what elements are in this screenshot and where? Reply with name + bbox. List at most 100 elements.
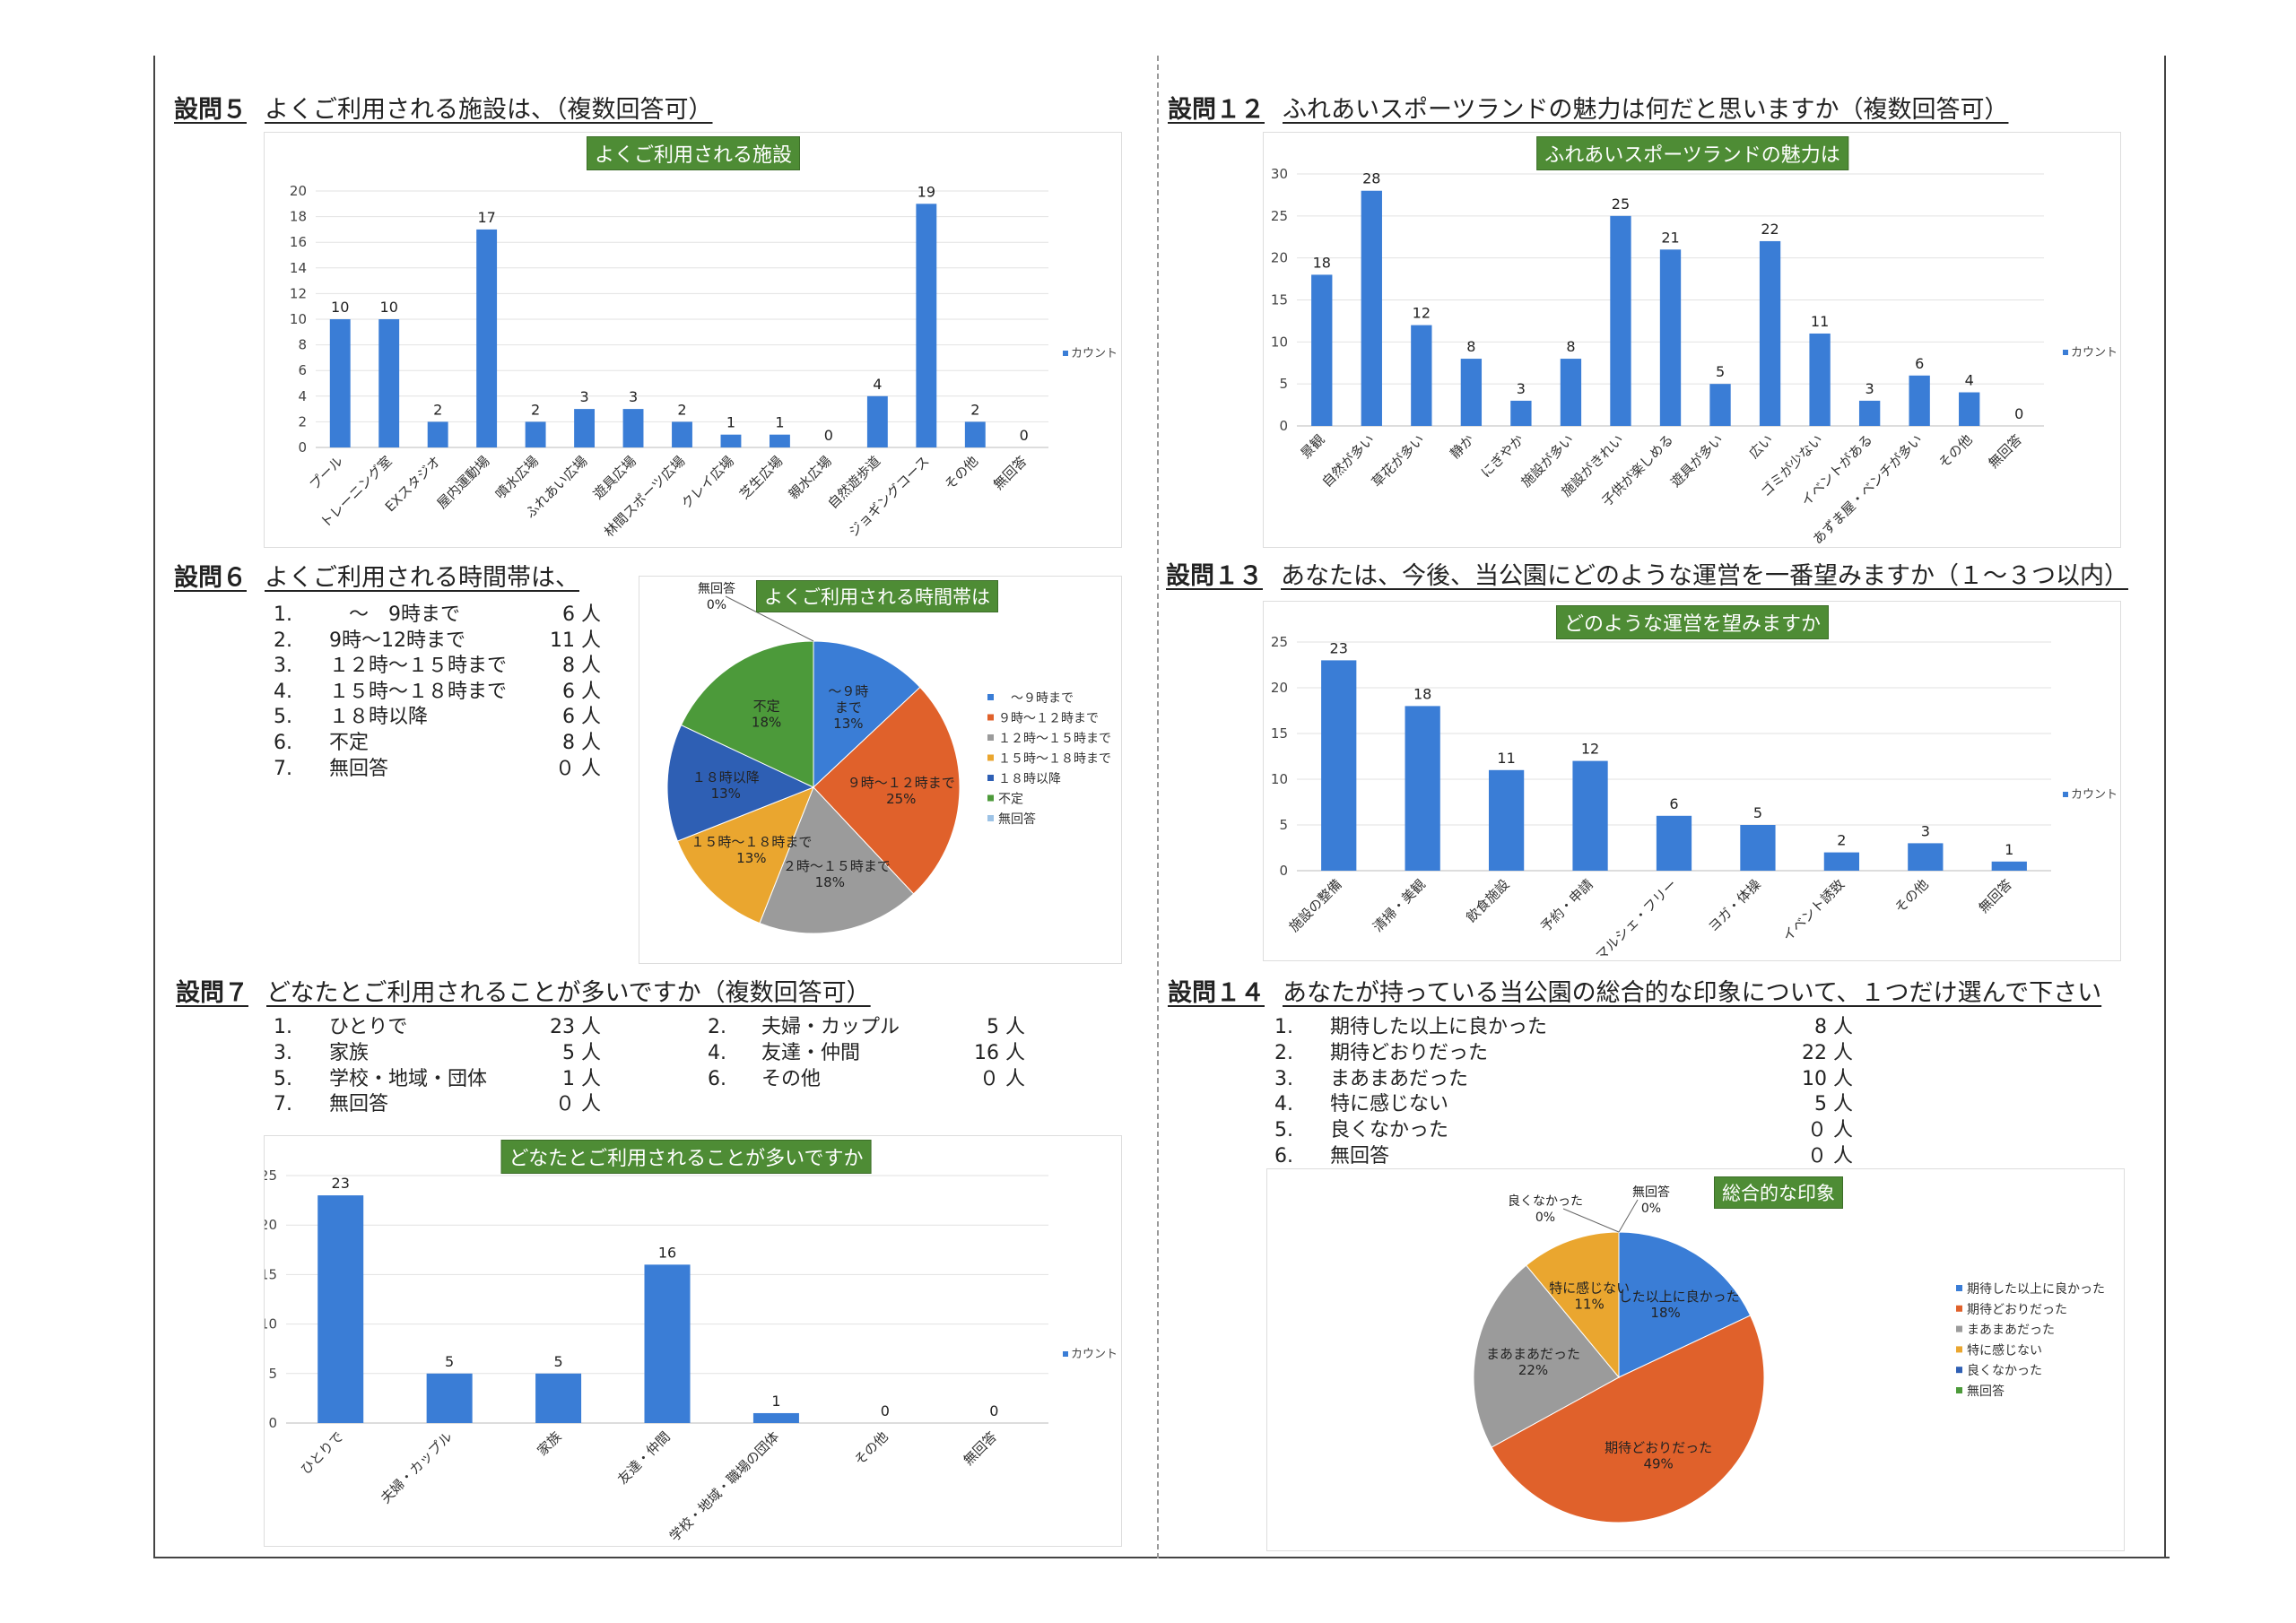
data-label: 19 — [918, 183, 935, 200]
list-item: 5. 良くなかった ０ 人 — [1274, 1118, 1853, 1143]
legend-label: １２時～１５時まで — [998, 732, 1111, 746]
slice-label: 18% — [752, 714, 781, 730]
list-item: 4. １５時～１８時まで 6 人 — [274, 680, 601, 705]
item-label: １５時～１８時まで — [329, 680, 508, 703]
slice-label: 無回答 — [1632, 1185, 1670, 1200]
y-tick-label: 5 — [1279, 376, 1288, 392]
legend-swatch — [1063, 1351, 1068, 1357]
chart-title: 総合的な印象 — [1714, 1176, 1843, 1209]
slice-label: 期待どおりだった — [1605, 1440, 1712, 1456]
y-tick-label: 4 — [298, 388, 307, 404]
y-tick-label: 0 — [268, 1415, 277, 1431]
bar — [1659, 249, 1682, 426]
legend-label: 不定 — [998, 793, 1023, 807]
pie-slice — [813, 686, 961, 895]
item-number: 2. — [1274, 1041, 1293, 1064]
data-label: 1 — [771, 1393, 780, 1410]
list-item: 5. 学校・地域・団体 1 人 — [274, 1067, 601, 1092]
y-tick-label: 2 — [298, 413, 307, 430]
item-count: 10 人 — [1802, 1067, 1853, 1090]
legend-label: 期待どおりだった — [1967, 1303, 2067, 1317]
slice-label: 13% — [833, 716, 863, 732]
slice-label: 特に感じない — [1549, 1280, 1630, 1297]
y-tick-label: 25 — [265, 1167, 277, 1184]
bar — [1809, 333, 1831, 426]
slice-label: １２時～１５時まで — [770, 858, 891, 874]
bar — [476, 229, 498, 447]
item-label: 期待した以上に良かった — [1330, 1016, 1548, 1038]
y-tick-label: 18 — [290, 209, 307, 225]
slice-label: 11% — [1574, 1297, 1604, 1313]
pie-slice — [759, 786, 915, 934]
list-item: 1. ひとりで 23 人 — [274, 1015, 601, 1040]
data-label: 2 — [1837, 832, 1846, 849]
legend-swatch — [987, 815, 994, 821]
list-item: 6. その他 ０ 人 — [708, 1067, 1025, 1092]
x-tick-label: 予約・申請 — [1537, 876, 1596, 935]
list-item: 4. 友達・仲間 16 人 — [708, 1041, 1025, 1066]
legend-swatch — [1956, 1367, 1962, 1374]
bar — [1740, 825, 1776, 871]
legend-swatch — [1956, 1285, 1962, 1291]
chart-canvas: ～９時まで13%９時～１２時まで25%１２時～１５時まで18%１５時～１８時まで… — [666, 581, 1111, 934]
data-label: 3 — [1866, 380, 1874, 397]
bar — [644, 1264, 691, 1423]
slice-label: 不定 — [753, 698, 780, 714]
chart-title: どのような運営を望みますか — [1555, 605, 1830, 639]
legend-label: １８時以降 — [998, 772, 1061, 786]
slice-label: ～９時 — [828, 683, 868, 699]
legend-swatch — [2063, 350, 2068, 355]
q14-answer-list: 1. 期待した以上に良かった 8 人 2. 期待どおりだった 22 人 3. まあまあだった 1… — [1274, 1015, 1857, 1172]
bar — [752, 1412, 799, 1423]
pie-slice — [676, 786, 814, 924]
slice-label: まあまあだった — [1486, 1346, 1580, 1362]
legend-label: 特に感じない — [1967, 1342, 2042, 1358]
x-tick-label: その他 — [1935, 431, 1976, 472]
x-tick-label: マルシェ・フリー — [1593, 876, 1681, 960]
y-tick-label: 12 — [290, 285, 307, 301]
item-count: 16 人 — [974, 1041, 1025, 1064]
q14-title: あなたが持っている当公園の総合的な印象について、１つだけ選んで下さい — [1283, 979, 2102, 1007]
bar — [1610, 215, 1631, 426]
legend-swatch — [987, 734, 994, 741]
x-tick-label: 飲食施設 — [1463, 876, 1512, 925]
legend-swatch — [987, 775, 994, 781]
item-count: ０ 人 — [1807, 1145, 1853, 1167]
data-label: 6 — [1915, 355, 1924, 372]
leader-line — [1618, 1199, 1639, 1233]
legend-swatch — [987, 794, 994, 802]
item-count: ０ 人 — [1807, 1119, 1853, 1142]
bar — [720, 434, 742, 447]
page-border-left — [153, 56, 155, 1558]
slice-label: １５時～１８時まで — [691, 834, 812, 850]
item-count: 8 人 — [1814, 1016, 1853, 1038]
list-item: 6. 無回答 ０ 人 — [1274, 1144, 1853, 1169]
list-item: 7. 無回答 ０ 人 — [274, 757, 601, 782]
legend-label: カウント — [1071, 1348, 1118, 1361]
q7-answer-list: 1. ひとりで 23 人 2. 夫婦・カップル 5 人 3. 家族 5 人 4. 友達・仲間 16 人… — [274, 1015, 1036, 1123]
data-label: 3 — [629, 388, 638, 405]
y-tick-label: 10 — [1271, 771, 1288, 787]
data-label: 11 — [1811, 313, 1829, 330]
data-label: 10 — [331, 299, 349, 316]
pie-slice — [1618, 1231, 1752, 1378]
item-count: 11 人 — [550, 629, 601, 652]
item-number: 4. — [1274, 1093, 1293, 1116]
x-tick-label: プール — [307, 453, 347, 493]
x-tick-label: イベント誘致 — [1779, 876, 1848, 944]
pie-slice — [1491, 1315, 1765, 1523]
bar — [622, 409, 644, 447]
item-count: 5 人 — [987, 1016, 1025, 1038]
bar — [1908, 843, 1944, 871]
list-item: 3. １２時～１５時まで 8 人 — [274, 654, 601, 679]
legend-label: カウント — [2071, 346, 2118, 360]
item-count: 22 人 — [1802, 1041, 1853, 1064]
y-tick-label: 25 — [1271, 208, 1288, 224]
data-label: 11 — [1497, 750, 1515, 767]
data-label: 23 — [1330, 639, 1348, 656]
bar — [672, 421, 692, 447]
legend-swatch — [987, 754, 994, 761]
slice-label: 18% — [815, 874, 845, 890]
item-number: 1. — [1274, 1016, 1293, 1038]
